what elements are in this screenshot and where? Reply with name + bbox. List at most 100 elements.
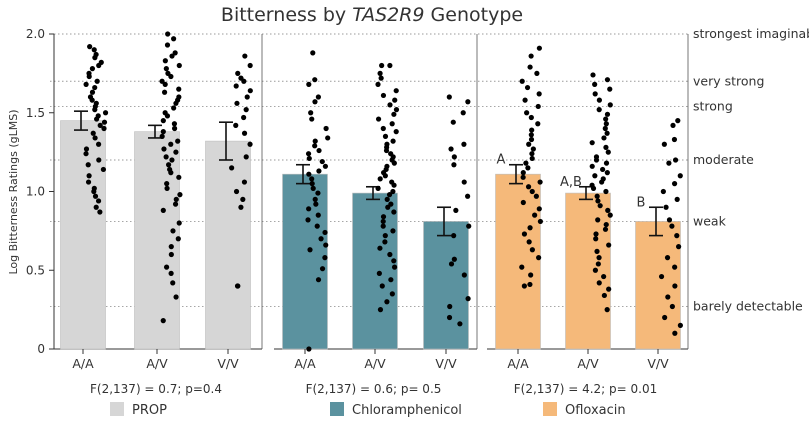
data-point xyxy=(461,272,467,278)
data-point xyxy=(160,129,166,135)
data-point xyxy=(603,144,609,150)
stat-text: F(2,137) = 4.2; p= 0.01 xyxy=(514,382,657,396)
legend-swatch xyxy=(110,402,124,416)
data-point xyxy=(93,204,99,210)
data-point xyxy=(674,233,680,239)
data-point xyxy=(164,185,170,191)
bar xyxy=(565,192,611,350)
data-point xyxy=(306,206,312,212)
data-point xyxy=(238,204,244,210)
data-point xyxy=(533,193,539,199)
data-point xyxy=(164,113,171,119)
intensity-label: moderate xyxy=(693,152,754,167)
data-point xyxy=(602,226,609,232)
data-point xyxy=(593,231,599,237)
data-point xyxy=(670,122,676,128)
data-point xyxy=(162,81,168,87)
data-point xyxy=(382,133,389,139)
data-point xyxy=(594,248,600,254)
y-axis-label: Log Bitterness Ratings (gLMS) xyxy=(7,109,20,274)
data-point xyxy=(163,154,169,160)
data-point xyxy=(390,188,396,195)
data-point xyxy=(527,225,533,231)
data-point xyxy=(315,94,321,100)
bar xyxy=(205,140,251,350)
x-tick-label: A/V xyxy=(364,356,386,371)
data-point xyxy=(393,107,400,113)
data-point xyxy=(465,296,471,302)
data-point xyxy=(241,78,247,84)
legend-label: Ofloxacin xyxy=(565,403,626,418)
data-point xyxy=(97,209,103,215)
data-point xyxy=(166,162,172,168)
data-point xyxy=(160,207,166,213)
data-point xyxy=(602,125,608,132)
data-point xyxy=(380,214,387,220)
data-point xyxy=(100,166,106,173)
data-point xyxy=(90,130,96,136)
data-point xyxy=(243,107,249,113)
data-point xyxy=(607,86,613,92)
data-point xyxy=(607,212,613,218)
data-point xyxy=(528,114,534,121)
data-point xyxy=(595,198,601,204)
data-point xyxy=(89,66,96,72)
data-point xyxy=(310,185,316,191)
data-point xyxy=(447,303,453,310)
data-point xyxy=(391,111,397,117)
data-point xyxy=(596,255,602,261)
data-point xyxy=(305,217,311,223)
data-point xyxy=(95,198,102,204)
data-point xyxy=(390,228,396,234)
data-point xyxy=(596,107,602,113)
data-point xyxy=(312,138,318,144)
data-point xyxy=(603,116,609,122)
intensity-label: strongest imaginable xyxy=(693,26,809,41)
data-point xyxy=(173,149,179,155)
data-point xyxy=(448,261,455,267)
data-point xyxy=(521,231,528,237)
data-point xyxy=(528,53,534,59)
data-point xyxy=(527,281,533,288)
data-point xyxy=(168,244,174,250)
data-point xyxy=(592,81,598,87)
data-point xyxy=(451,256,457,262)
data-point xyxy=(322,163,329,169)
data-point xyxy=(241,130,248,136)
data-point xyxy=(241,114,247,121)
data-point xyxy=(309,181,315,187)
data-point xyxy=(85,162,91,168)
data-point xyxy=(525,165,531,171)
data-point xyxy=(323,242,329,248)
data-point xyxy=(391,258,397,264)
data-point xyxy=(94,116,100,122)
data-point xyxy=(465,193,471,199)
data-point xyxy=(173,196,179,202)
bar xyxy=(352,192,398,350)
data-point xyxy=(392,97,398,103)
data-point xyxy=(606,242,612,248)
data-point xyxy=(384,299,390,305)
data-point xyxy=(524,110,530,116)
data-point xyxy=(234,100,240,106)
data-point xyxy=(92,135,98,141)
data-point xyxy=(386,192,393,198)
data-point xyxy=(596,97,602,103)
data-point xyxy=(389,291,395,297)
data-point xyxy=(590,185,597,191)
data-point xyxy=(605,149,611,155)
data-point xyxy=(170,280,176,286)
data-point xyxy=(536,91,542,97)
data-point xyxy=(603,188,609,195)
data-point xyxy=(173,100,179,106)
significance-letter: A,B xyxy=(560,175,582,190)
data-point xyxy=(391,160,397,166)
data-point xyxy=(446,314,453,321)
data-point xyxy=(601,135,607,141)
data-point xyxy=(660,188,666,195)
data-point xyxy=(519,264,525,270)
data-point xyxy=(663,204,669,210)
data-point xyxy=(97,122,103,128)
data-point xyxy=(535,103,541,110)
data-point xyxy=(315,212,321,218)
